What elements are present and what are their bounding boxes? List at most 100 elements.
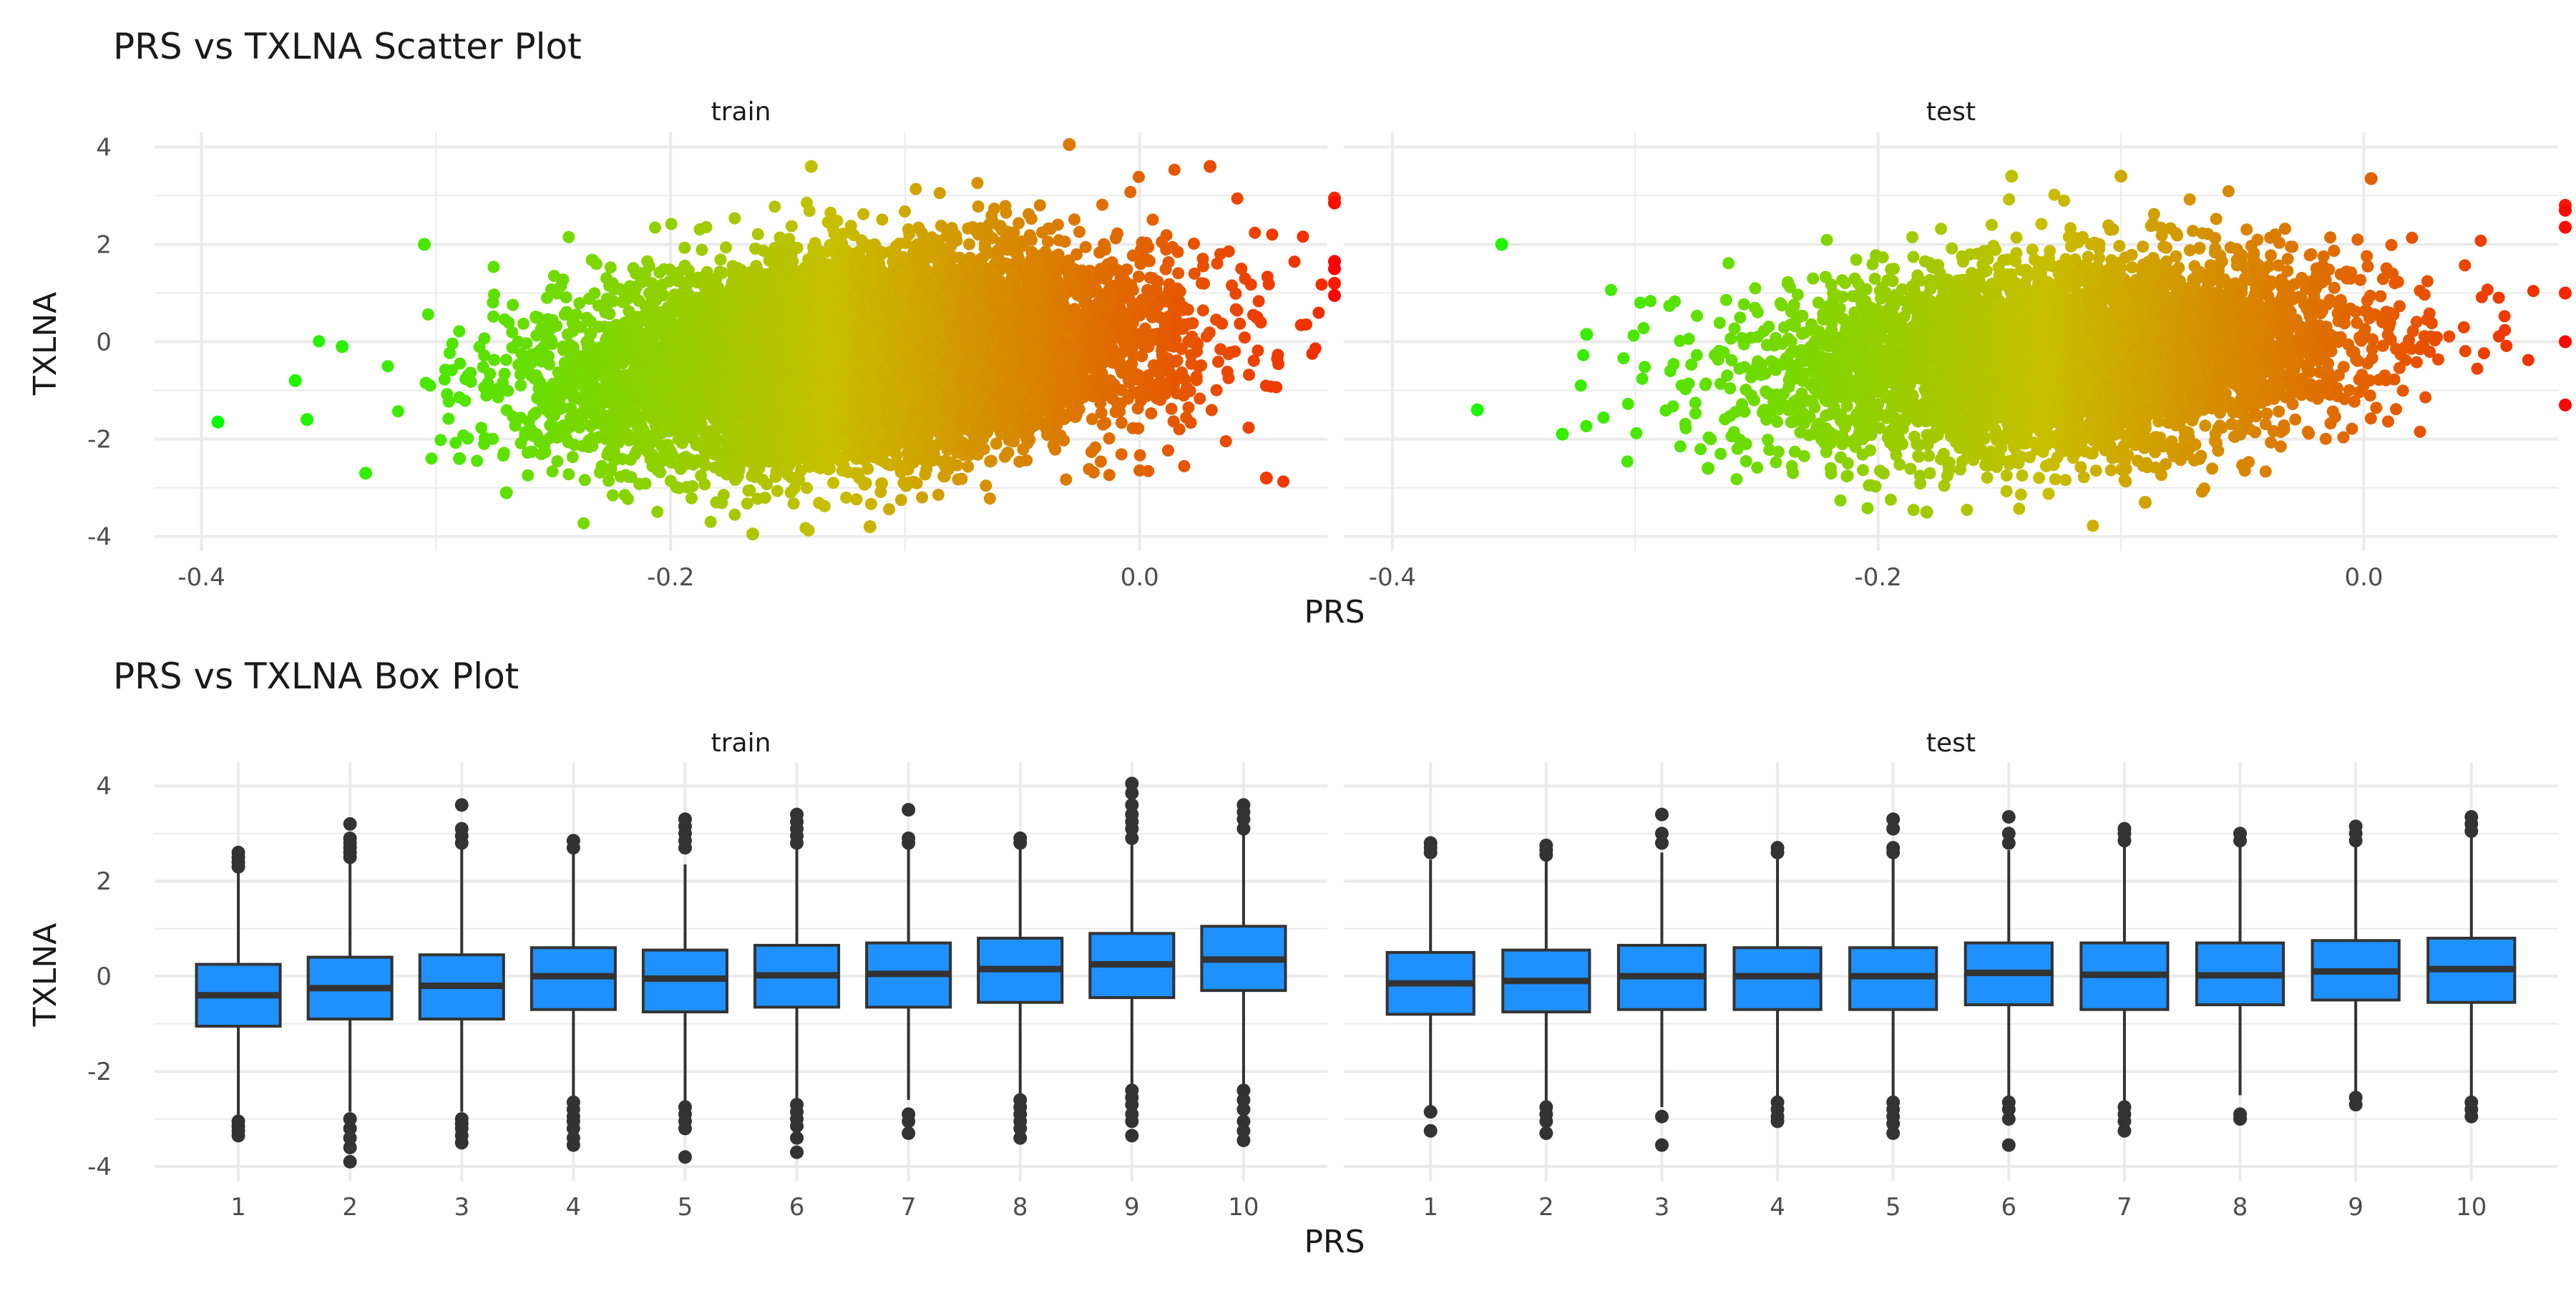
scatter-point xyxy=(1248,355,1260,367)
scatter-point xyxy=(1160,243,1172,255)
scatter-point xyxy=(475,422,487,434)
scatter-point xyxy=(916,492,928,504)
scatter-point xyxy=(999,451,1011,463)
scatter-point xyxy=(1239,331,1251,344)
scatter-point xyxy=(424,379,436,391)
scatter-point xyxy=(1134,449,1146,462)
scatter-point xyxy=(1253,295,1265,307)
y-tick-label: 2 xyxy=(96,230,112,259)
scatter-point xyxy=(579,474,591,486)
scatter-point xyxy=(1159,313,1171,326)
scatter-point xyxy=(1197,304,1209,316)
scatter-point xyxy=(497,449,509,462)
scatter-point xyxy=(522,469,534,482)
y-tick-label: 4 xyxy=(96,133,112,162)
scatter-point xyxy=(695,469,707,482)
scatter-point xyxy=(1103,469,1116,481)
scatter-point xyxy=(443,396,455,408)
scatter-point xyxy=(605,261,617,273)
scatter-point xyxy=(769,200,781,213)
scatter-point xyxy=(934,187,946,199)
scatter-point xyxy=(487,311,499,323)
scatter-point xyxy=(1223,372,1235,384)
x-tick-label: -0.4 xyxy=(177,563,225,592)
scatter-point xyxy=(771,485,784,497)
scatter-point xyxy=(1243,422,1255,434)
panel-strip-label: train xyxy=(711,97,771,127)
scatter-point xyxy=(972,200,985,213)
scatter-points xyxy=(212,138,1342,540)
scatter-point xyxy=(837,458,849,470)
scatter-point xyxy=(500,354,512,366)
scatter-point xyxy=(1191,371,1203,383)
scatter-point xyxy=(705,516,717,528)
scatter-point xyxy=(1034,199,1046,211)
x-tick-label: 0.0 xyxy=(1121,563,1159,592)
scatter-point xyxy=(713,265,726,278)
scatter-point xyxy=(1053,234,1065,246)
scatter-point xyxy=(883,503,895,515)
y-tick-label: -2 xyxy=(87,426,112,454)
scatter-point xyxy=(1073,226,1085,238)
scatter-point xyxy=(963,238,975,250)
scatter-x-axis-label: PRS xyxy=(1304,594,1365,630)
scatter-panel-train: train -0.4 -0.2 0.0 -4 -2 0 2 4 xyxy=(87,97,1341,592)
y-tick-label: -4 xyxy=(87,523,112,552)
x-tick-label: -0.2 xyxy=(647,563,694,592)
scatter-point xyxy=(665,218,678,230)
scatter-point xyxy=(1206,404,1218,416)
scatter-point xyxy=(696,244,708,256)
scatter-point xyxy=(1230,303,1242,316)
scatter-point xyxy=(1172,267,1184,279)
scatter-point xyxy=(1166,403,1178,415)
scatter-point xyxy=(840,492,852,504)
scatter-point xyxy=(1312,307,1324,319)
scatter-point xyxy=(514,379,527,391)
scatter-point xyxy=(605,465,617,477)
scatter-point xyxy=(562,231,575,243)
scatter-y-axis-label: TXLNA xyxy=(27,292,64,396)
scatter-point xyxy=(1315,278,1327,291)
scatter-point xyxy=(1277,475,1289,487)
scatter-point xyxy=(608,283,620,296)
scatter-point xyxy=(478,438,490,450)
scatter-point xyxy=(678,242,691,254)
scatter-point xyxy=(392,405,404,417)
scatter-point xyxy=(651,506,663,518)
scatter-point xyxy=(577,517,590,530)
scatter-point xyxy=(857,208,869,220)
scatter-point xyxy=(984,455,996,467)
scatter-point xyxy=(1133,171,1145,183)
scatter-point xyxy=(984,492,996,505)
scatter-point xyxy=(899,459,911,472)
scatter-point xyxy=(1141,237,1153,249)
scatter-point xyxy=(1295,319,1307,331)
scatter-point xyxy=(715,253,727,265)
scatter-point xyxy=(939,470,951,482)
scatter-point xyxy=(471,455,483,467)
scatter-point xyxy=(313,335,325,347)
scatter-point xyxy=(1189,268,1201,280)
scatter-point xyxy=(827,477,839,489)
scatter-point xyxy=(1289,255,1301,268)
scatter-point xyxy=(1211,384,1223,396)
scatter-point xyxy=(1194,393,1206,405)
scatter-point xyxy=(788,497,800,510)
scatter-point xyxy=(1088,467,1100,479)
scatter-point xyxy=(1235,263,1247,275)
scatter-point xyxy=(1178,460,1190,472)
scatter-point xyxy=(501,404,513,416)
scatter-point xyxy=(803,525,815,537)
scatter-point xyxy=(442,413,454,425)
scatter-point xyxy=(1145,407,1157,419)
scatter-point xyxy=(1068,213,1080,225)
scatter-plot-section: PRS vs TXLNA Scatter Plot TXLNA PRS trai… xyxy=(27,26,2572,630)
scatter-point xyxy=(1231,193,1244,205)
scatter-point xyxy=(459,395,471,407)
y-tick-label: 0 xyxy=(96,328,112,357)
scatter-point xyxy=(649,222,661,234)
scatter-point xyxy=(865,498,877,510)
scatter-point xyxy=(728,509,741,521)
